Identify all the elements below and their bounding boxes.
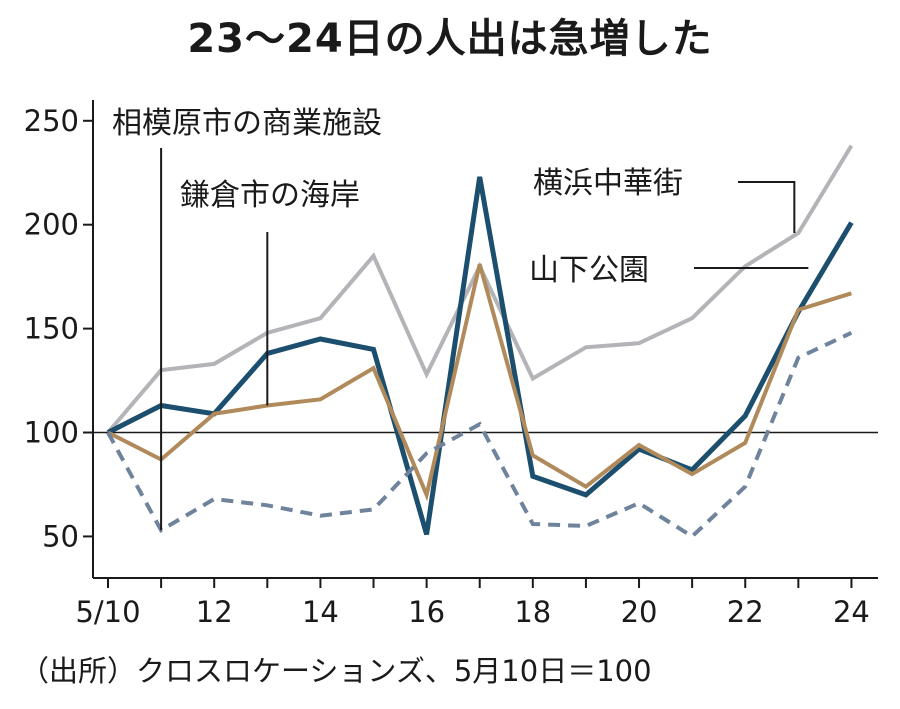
series-callout-label: 相模原市の商業施設 [112,106,382,141]
series-callout-label: 山下公園 [529,253,649,288]
x-tick-label: 5/10 [75,595,140,629]
chart-title: 23～24日の人出は急増した [187,16,713,62]
callout-leader-line [738,181,796,234]
x-tick-label: 14 [302,595,339,629]
x-tick-label: 24 [833,595,870,629]
y-tick-label: 150 [24,312,79,346]
series-callout-label: 横浜中華街 [533,166,683,201]
series-layer [106,144,854,539]
series-line [106,176,854,536]
source-note: （出所）クロスロケーションズ、5月10日＝100 [20,654,652,688]
tick-labels-layer: 50 100 150 200 250 5/10 12 14 16 18 20 22 24 [24,104,870,629]
x-tick-label: 12 [196,595,233,629]
line-chart: 50 100 150 200 250 5/10 12 14 16 18 20 22 24 相模原市の商業… [24,100,878,629]
y-tick-label: 50 [42,519,79,553]
series-line [106,330,853,539]
axes-layer [83,100,878,588]
series-callout-label: 鎌倉市の海岸 [180,178,360,213]
x-tick-label: 18 [514,595,551,629]
y-tick-label: 200 [24,208,79,242]
series-line [107,263,852,502]
x-tick-label: 20 [621,595,658,629]
y-tick-label: 250 [24,104,79,138]
y-tick-label: 100 [24,416,79,450]
x-tick-label: 16 [408,595,445,629]
x-tick-label: 22 [727,595,764,629]
